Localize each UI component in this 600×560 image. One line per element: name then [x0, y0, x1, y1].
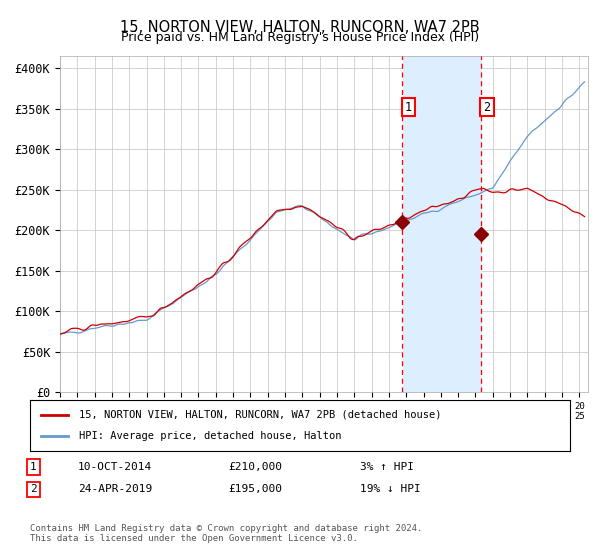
Text: 19% ↓ HPI: 19% ↓ HPI	[360, 484, 421, 494]
Text: Contains HM Land Registry data © Crown copyright and database right 2024.
This d: Contains HM Land Registry data © Crown c…	[30, 524, 422, 543]
Text: 1: 1	[405, 100, 412, 114]
Text: 15, NORTON VIEW, HALTON, RUNCORN, WA7 2PB: 15, NORTON VIEW, HALTON, RUNCORN, WA7 2P…	[120, 20, 480, 35]
Text: 2: 2	[484, 100, 491, 114]
Text: 2: 2	[30, 484, 37, 494]
Text: £210,000: £210,000	[228, 462, 282, 472]
Text: 1: 1	[30, 462, 37, 472]
Text: 3% ↑ HPI: 3% ↑ HPI	[360, 462, 414, 472]
Text: 24-APR-2019: 24-APR-2019	[78, 484, 152, 494]
Text: HPI: Average price, detached house, Halton: HPI: Average price, detached house, Halt…	[79, 431, 341, 441]
Text: £195,000: £195,000	[228, 484, 282, 494]
Text: 10-OCT-2014: 10-OCT-2014	[78, 462, 152, 472]
Text: 15, NORTON VIEW, HALTON, RUNCORN, WA7 2PB (detached house): 15, NORTON VIEW, HALTON, RUNCORN, WA7 2P…	[79, 409, 441, 419]
Text: Price paid vs. HM Land Registry's House Price Index (HPI): Price paid vs. HM Land Registry's House …	[121, 31, 479, 44]
